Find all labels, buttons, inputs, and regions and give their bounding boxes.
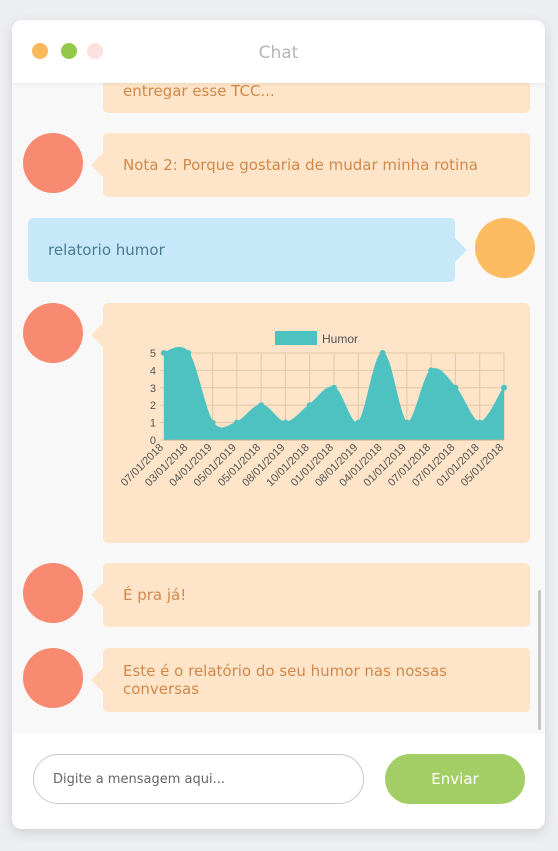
humor-chart: 01234507/01/201803/01/201804/01/201905/0…: [119, 331, 507, 489]
chat-window: Chat entregar esse TCC... Nota 2: Porque…: [12, 20, 545, 829]
chart-point: [185, 350, 192, 356]
chart-y-tick-label: 5: [150, 348, 156, 360]
title-bar: Chat: [12, 20, 545, 83]
message-text: É pra já!: [123, 586, 187, 604]
chart-point: [379, 350, 386, 356]
chart-point: [209, 419, 216, 426]
chart-point: [258, 402, 265, 409]
message-text: entregar esse TCC...: [123, 83, 275, 100]
message-list[interactable]: entregar esse TCC... Nota 2: Porque gost…: [12, 83, 545, 733]
chart-y-tick-label: 2: [150, 400, 156, 412]
message-text: Este é o relatório do seu humor nas noss…: [123, 662, 448, 698]
chart-point: [452, 384, 459, 391]
send-button[interactable]: Enviar: [385, 754, 525, 804]
chart-legend-label: Humor: [322, 332, 358, 346]
chart-area-humor: [164, 347, 504, 440]
chart-point: [355, 419, 362, 426]
chart-y-tick-label: 0: [150, 435, 156, 447]
window-title: Chat: [258, 43, 299, 63]
window-control-dot-orange[interactable]: [32, 43, 48, 59]
message-text: Nota 2: Porque gostaria de mudar minha r…: [123, 156, 478, 174]
message-input[interactable]: [33, 754, 364, 804]
chart-point: [403, 419, 410, 426]
chart-point: [331, 384, 337, 391]
chart-y-tick-label: 3: [150, 383, 156, 395]
chart-point: [306, 402, 313, 409]
chart-point: [161, 350, 167, 356]
chart-y-tick-label: 4: [150, 365, 156, 377]
message-bubble-bot: entregar esse TCC...: [103, 83, 530, 113]
message-bubble-user: relatorio humor: [28, 218, 467, 282]
message-text: relatorio humor: [48, 241, 165, 259]
chart-y-tick-label: 1: [150, 418, 156, 430]
chart-legend-swatch: [275, 331, 317, 345]
bot-avatar: [23, 303, 83, 363]
message-bubble-bot: Nota 2: Porque gostaria de mudar minha r…: [91, 133, 530, 197]
user-avatar: [475, 218, 535, 278]
message-list-scrollbar[interactable]: [538, 590, 541, 730]
window-control-dot-green[interactable]: [61, 43, 77, 59]
chart-point: [428, 367, 435, 374]
chart-point: [501, 384, 507, 391]
message-bubble-bot: É pra já!: [91, 563, 530, 627]
window-control-dot-pink[interactable]: [87, 43, 103, 59]
chart-line-humor: [163, 346, 505, 430]
bot-avatar: [23, 563, 83, 623]
message-bubble-chart: 0 1 2 3 4 5 07/01/2018 03/01/2018 04/01/2019 05/0…: [91, 303, 530, 543]
chart-point: [476, 419, 483, 426]
message-bubble-bot: Este é o relatório do seu humor nas noss…: [91, 648, 530, 712]
bot-avatar: [23, 133, 83, 193]
bot-avatar: [23, 648, 83, 708]
composer: Enviar: [12, 733, 545, 829]
chart-point: [282, 419, 289, 426]
chart-point: [233, 419, 240, 426]
